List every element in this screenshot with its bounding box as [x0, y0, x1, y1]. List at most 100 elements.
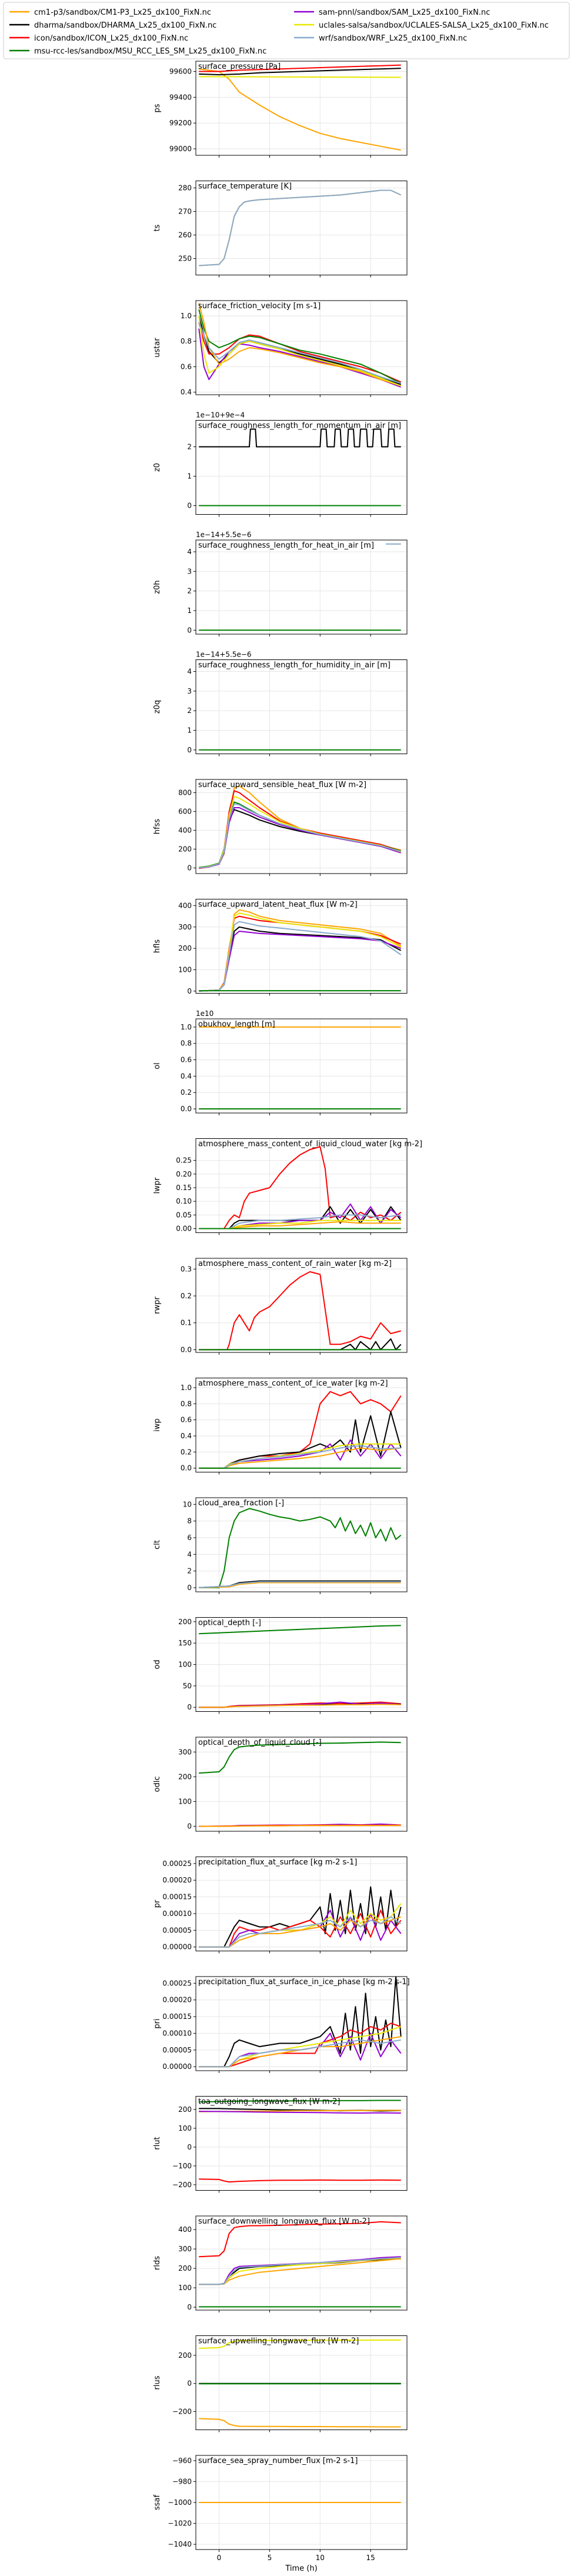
axes-frame	[195, 899, 408, 994]
legend-label: sam-pnnl/sandbox/SAM_Lx25_dx100_FixN.nc	[319, 8, 490, 17]
y-tick-label: 300	[178, 923, 192, 931]
series-line	[198, 303, 401, 386]
axes-frame	[195, 539, 408, 635]
chart-panel: 0 50 100 150 200 od optical_depth [-]	[153, 1617, 408, 1714]
series-line	[199, 1582, 401, 1588]
y-tick-label: −980	[172, 2477, 192, 2485]
series-line	[199, 1909, 402, 1948]
series-line	[199, 1704, 401, 1708]
y-tick-label: 0.0	[181, 1345, 192, 1354]
y-tick-label: 0.8	[181, 337, 192, 345]
y-tick-label: 0.3	[181, 1265, 192, 1273]
y-tick-label: 2	[187, 443, 192, 451]
y-tick-label: 280	[178, 184, 192, 192]
y-axis-label: pr	[153, 1899, 162, 1908]
panel-title: atmosphere_mass_content_of_liquid_cloud_…	[198, 1140, 422, 1149]
series-line	[198, 322, 401, 384]
y-axis-label: ps	[153, 104, 162, 112]
y-axis-label: hfss	[153, 819, 162, 835]
y-tick-label: 0	[187, 2380, 192, 2388]
series-line	[199, 64, 401, 72]
series-line	[199, 921, 402, 992]
y-axis-label: ustar	[153, 338, 162, 358]
y-tick-label: 100	[178, 1661, 192, 1669]
y-axis-label: z0	[153, 463, 162, 472]
y-tick-label: 0	[187, 626, 192, 634]
series-line	[199, 2221, 401, 2258]
y-tick-label: 0.6	[181, 1416, 192, 1424]
axis-offset-label: 1e−14+5.5e−6	[196, 531, 252, 539]
series-line	[199, 1581, 401, 1588]
chart-panel: 0 100 200 300 400 hfls surface_upward_latent_h…	[153, 899, 408, 996]
chart-panel: 0.0 0.2 0.4 0.6 0.8 1.0 ol 1e10 obukhov_length […	[153, 1009, 408, 1115]
y-tick-label: 100	[178, 966, 192, 974]
y-axis-label: ol	[153, 1062, 162, 1069]
y-tick-label: 150	[178, 1639, 192, 1647]
y-tick-label: 200	[178, 944, 192, 952]
series-line	[199, 68, 401, 151]
y-axis-label: lwpr	[153, 1177, 162, 1194]
series-line	[199, 1214, 401, 1229]
panel-title: optical_depth_of_liquid_cloud [-]	[198, 1738, 322, 1747]
axes-frame	[195, 181, 408, 275]
series-line	[199, 1741, 401, 1774]
y-tick-label: 0.25	[176, 1157, 192, 1165]
series-line	[199, 2100, 401, 2103]
panel-title: precipitation_flux_at_surface_in_ice_pha…	[198, 1978, 410, 1987]
y-tick-label: 270	[178, 208, 192, 216]
y-tick-label: 300	[178, 2245, 192, 2253]
series-line	[199, 189, 402, 266]
y-tick-label: 0.2	[181, 1088, 192, 1097]
y-tick-label: 0	[187, 1703, 192, 1711]
panel-title: obukhov_length [m]	[198, 1020, 275, 1029]
y-tick-label: 0.4	[181, 1072, 192, 1080]
y-tick-label: 0.00015	[162, 2012, 192, 2021]
y-tick-label: 0	[187, 2143, 192, 2151]
axes-frame	[195, 1258, 408, 1353]
y-tick-label: 0.4	[181, 1432, 192, 1440]
axes-frame	[195, 779, 408, 874]
legend-label: wrf/sandbox/WRF_Lx25_dx100_FixN.nc	[319, 34, 467, 43]
y-tick-label: −1020	[168, 2520, 192, 2528]
y-tick-label: 200	[178, 2105, 192, 2114]
y-tick-label: 100	[178, 2124, 192, 2132]
y-axis-label: ssaf	[153, 2495, 162, 2511]
series-line	[199, 1219, 401, 1229]
axes-frame	[195, 2096, 408, 2191]
series-line	[198, 315, 402, 386]
y-tick-label: 0.00020	[162, 1876, 192, 1884]
y-tick-label: 0	[187, 2303, 192, 2311]
panel-title: atmosphere_mass_content_of_rain_water [k…	[198, 1259, 392, 1268]
series-line	[198, 309, 402, 384]
axis-offset-label: 1e10	[196, 1009, 213, 1018]
y-tick-label: 200	[178, 1618, 192, 1626]
y-tick-label: 1.0	[181, 312, 192, 320]
chart-panel: 0 1 2 3 4 z0h 1e−14+5.5e−6 surface_roughness_le…	[153, 531, 408, 636]
y-tick-label: 250	[178, 255, 192, 263]
y-axis-label: rwpr	[153, 1297, 162, 1314]
y-axis-label: z0h	[153, 580, 162, 594]
y-tick-label: 0.00	[176, 1225, 192, 1233]
y-tick-label: −100	[172, 2162, 192, 2170]
y-tick-label: 99600	[169, 68, 192, 76]
chart-panel: −1040 −1020 −1000 −980 −960 0 5 10 15 Time (h) ssa…	[153, 2455, 408, 2573]
y-tick-label: 100	[178, 1797, 192, 1805]
y-tick-label: 3	[187, 567, 192, 575]
y-tick-label: 3	[187, 687, 192, 695]
series-line	[199, 2257, 401, 2285]
y-tick-label: 0	[187, 1584, 192, 1592]
chart-panel: 0.00 0.05 0.10 0.15 0.20 0.25 lwpr atmosphere_m…	[153, 1138, 422, 1235]
y-tick-label: 99000	[169, 145, 192, 153]
y-tick-label: 0	[187, 746, 192, 754]
axes-frame	[195, 1737, 408, 1832]
panel-title: cloud_area_fraction [-]	[198, 1499, 284, 1508]
legend: cm1-p3/sandbox/CM1-P3_Lx25_dx100_FixN.nc…	[3, 2, 570, 59]
legend-label: msu-rcc-les/sandbox/MSU_RCC_LES_SM_Lx25_…	[34, 47, 266, 56]
y-axis-label: rlus	[153, 2375, 162, 2390]
y-axis-label: od	[153, 1659, 162, 1669]
series-line	[199, 76, 401, 78]
y-tick-label: 1.0	[181, 1384, 192, 1392]
panel-title: surface_roughness_length_for_momentum_in…	[198, 422, 401, 431]
legend-frame	[3, 2, 570, 59]
y-tick-label: 400	[178, 901, 192, 909]
